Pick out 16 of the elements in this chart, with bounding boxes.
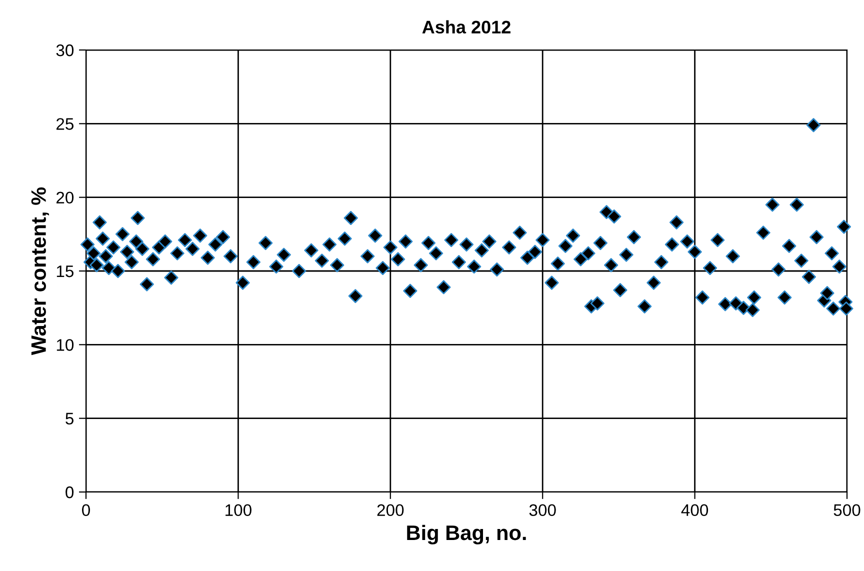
- y-tick-label: 15: [56, 266, 74, 278]
- x-tick-label: 200: [377, 504, 404, 516]
- y-tick-label: 10: [56, 339, 74, 351]
- y-tick-label: 5: [66, 412, 74, 425]
- y-tick-label: 30: [56, 44, 74, 56]
- y-tick-label: 0: [66, 486, 74, 498]
- y-tick-label: 20: [56, 192, 74, 204]
- x-tick-label: 300: [529, 504, 556, 516]
- y-tick-label: 25: [56, 118, 74, 130]
- x-tick-label: 100: [226, 504, 252, 516]
- chart-title: Asha 2012: [422, 20, 510, 34]
- x-tick-label: 0: [82, 504, 90, 516]
- x-tick-label: 400: [681, 504, 708, 516]
- y-axis-title: Water content, %: [31, 187, 50, 356]
- x-tick-label: 500: [834, 504, 860, 516]
- x-axis-title: Big Bag, no.: [407, 524, 526, 544]
